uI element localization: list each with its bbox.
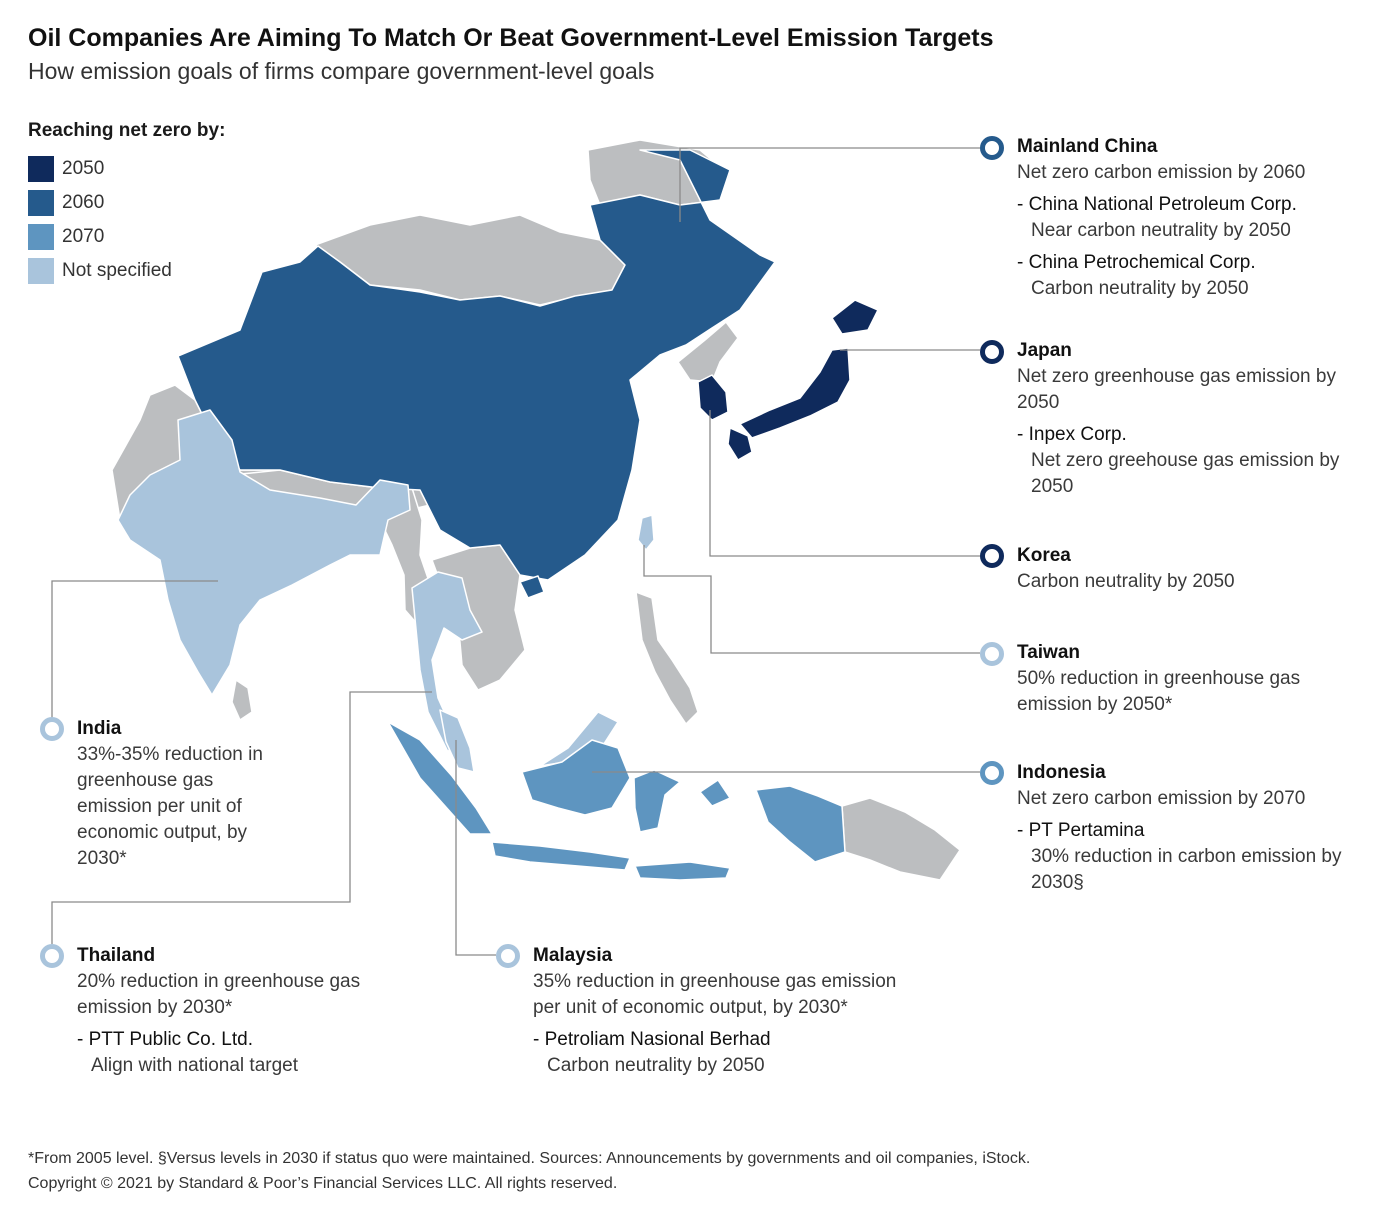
company-target: Carbon neutrality by 2050 xyxy=(1031,278,1249,299)
callout-japan-company: Inpex Corp.Net zero greehouse gas emissi… xyxy=(1017,422,1362,500)
region-philippines xyxy=(635,591,699,725)
map-land xyxy=(111,139,961,881)
callout-taiwan: Taiwan 50% reduction in greenhouse gas em… xyxy=(1017,640,1357,718)
legend-swatch-2070 xyxy=(28,224,54,250)
region-mainland-china xyxy=(177,149,776,581)
marker-india xyxy=(40,717,64,741)
callout-india-name: India xyxy=(77,718,122,739)
region-taiwan xyxy=(637,514,655,551)
legend: Reaching net zero by: 2050 2060 2070 Not… xyxy=(28,120,225,288)
legend-title: Reaching net zero by: xyxy=(28,120,226,141)
leader-line-thailand xyxy=(51,691,432,944)
legend-item-2050: 2050 xyxy=(28,152,225,186)
chart-title: Oil Companies Are Aiming To Match Or Bea… xyxy=(28,24,994,52)
marker-malaysia xyxy=(496,944,520,968)
leader-lines xyxy=(51,147,980,956)
marker-indonesia xyxy=(980,761,1004,785)
legend-item-2070: 2070 xyxy=(28,220,225,254)
region-papua-new-guinea xyxy=(841,797,961,881)
company-name: Inpex Corp. xyxy=(1017,422,1362,448)
legend-swatch-2060 xyxy=(28,190,54,216)
company-target: Align with national target xyxy=(91,1055,299,1076)
company-target: Near carbon neutrality by 2050 xyxy=(1031,220,1291,241)
leader-line-korea xyxy=(709,410,980,557)
region-lesser-sunda xyxy=(634,861,731,881)
legend-label-not-specified: Not specified xyxy=(62,260,172,281)
callout-thailand-name: Thailand xyxy=(77,945,156,966)
marker-china xyxy=(980,136,1004,160)
region-papua xyxy=(755,785,846,863)
callout-taiwan-name: Taiwan xyxy=(1017,642,1080,663)
region-india xyxy=(117,409,411,696)
legend-item-not-specified: Not specified xyxy=(28,254,225,288)
callout-china-goal: Net zero carbon emission by 2060 xyxy=(1017,162,1306,183)
leader-line-taiwan xyxy=(643,545,980,654)
callout-indonesia: Indonesia Net zero carbon emission by 207… xyxy=(1017,760,1367,896)
company-name: Petroliam Nasional Berhad xyxy=(533,1027,903,1053)
region-north-korea xyxy=(677,321,739,383)
company-target: Carbon neutrality by 2050 xyxy=(547,1055,765,1076)
region-honshu xyxy=(739,347,851,439)
footnote-copyright: Copyright © 2021 by Standard & Poor’s Fi… xyxy=(28,1175,618,1192)
callout-malaysia: Malaysia 35% reduction in greenhouse gas … xyxy=(533,943,903,1079)
callout-malaysia-goal: 35% reduction in greenhouse gas emission… xyxy=(533,971,897,1018)
callout-china: Mainland China Net zero carbon emission b… xyxy=(1017,134,1367,302)
company-name: PT Pertamina xyxy=(1017,818,1367,844)
leader-line-india xyxy=(51,580,218,718)
footnote-sources: *From 2005 level. §Versus levels in 2030… xyxy=(28,1150,1031,1167)
legend-label-2050: 2050 xyxy=(62,158,105,179)
chart-subtitle: How emission goals of firms compare gove… xyxy=(28,58,655,84)
callout-japan-goal: Net zero greenhouse gas emission by 2050 xyxy=(1017,366,1336,413)
callout-korea: Korea Carbon neutrality by 2050 xyxy=(1017,543,1362,595)
region-peninsular-malaysia xyxy=(439,709,475,773)
region-java xyxy=(491,841,631,871)
leader-line-malaysia xyxy=(455,740,496,956)
region-sumatra xyxy=(387,721,493,835)
company-name: China National Petroleum Corp. xyxy=(1017,192,1367,218)
region-hainan xyxy=(519,575,545,599)
region-korea xyxy=(697,374,729,421)
callout-china-company: China Petrochemical Corp.Carbon neutrali… xyxy=(1017,250,1367,302)
callout-thailand-company: PTT Public Co. Ltd.Align with national t… xyxy=(77,1027,407,1079)
leader-line-china xyxy=(679,147,980,222)
callout-japan-name: Japan xyxy=(1017,340,1072,361)
region-kyushu xyxy=(727,427,753,461)
company-name: PTT Public Co. Ltd. xyxy=(77,1027,407,1053)
callout-japan: Japan Net zero greenhouse gas emission by… xyxy=(1017,338,1362,500)
region-hokkaido xyxy=(831,299,879,335)
callout-korea-name: Korea xyxy=(1017,545,1071,566)
callout-thailand: Thailand 20% reduction in greenhouse gas … xyxy=(77,943,407,1079)
callout-malaysia-name: Malaysia xyxy=(533,945,613,966)
legend-swatch-not-specified xyxy=(28,258,54,284)
callout-taiwan-goal: 50% reduction in greenhouse gas emission… xyxy=(1017,668,1301,715)
region-maluku xyxy=(699,779,731,807)
marker-japan xyxy=(980,340,1004,364)
callout-indonesia-goal: Net zero carbon emission by 2070 xyxy=(1017,788,1306,809)
marker-taiwan xyxy=(980,642,1004,666)
callout-india-goal: 33%-35% reduction in greenhouse gas emis… xyxy=(77,744,263,869)
callout-thailand-goal: 20% reduction in greenhouse gas emission… xyxy=(77,971,361,1018)
legend-label-2070: 2070 xyxy=(62,226,105,247)
callout-indonesia-name: Indonesia xyxy=(1017,762,1106,783)
footnote: *From 2005 level. §Versus levels in 2030… xyxy=(28,1146,1030,1196)
callout-india: India 33%-35% reduction in greenhouse gas… xyxy=(77,716,287,872)
region-sri-lanka xyxy=(231,679,253,721)
callout-china-company: China National Petroleum Corp.Near carbo… xyxy=(1017,192,1367,244)
legend-label-2060: 2060 xyxy=(62,192,105,213)
company-target: Net zero greehouse gas emission by 2050 xyxy=(1031,450,1340,497)
region-sulawesi xyxy=(633,769,681,833)
legend-item-2060: 2060 xyxy=(28,186,225,220)
callout-korea-goal: Carbon neutrality by 2050 xyxy=(1017,571,1235,592)
company-target: 30% reduction in carbon emission by 2030… xyxy=(1031,846,1342,893)
company-name: China Petrochemical Corp. xyxy=(1017,250,1367,276)
callout-china-name: Mainland China xyxy=(1017,136,1158,157)
region-thailand xyxy=(411,571,483,753)
marker-thailand xyxy=(40,944,64,968)
marker-korea xyxy=(980,544,1004,568)
region-kalimantan xyxy=(521,739,631,816)
legend-swatch-2050 xyxy=(28,156,54,182)
